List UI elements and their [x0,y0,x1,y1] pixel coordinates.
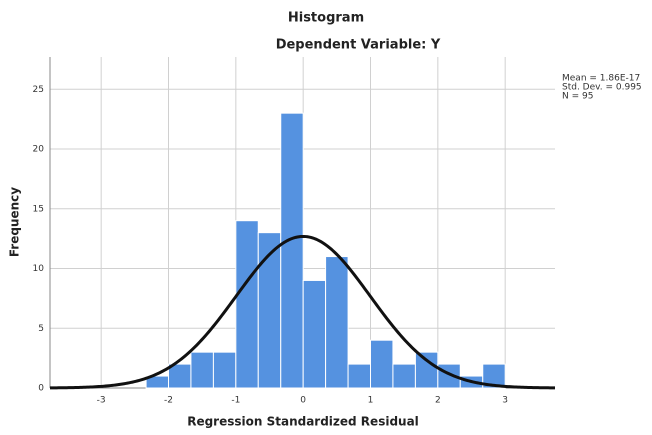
bar [190,351,214,389]
y-tick-label: 20 [33,145,45,155]
bar [280,112,304,389]
bar [168,363,192,389]
bar [482,363,506,389]
x-axis-title: Regression Standardized Residual [187,415,419,429]
normal-curve [49,234,556,390]
bar [392,363,416,389]
x-tick-label: -1 [231,396,240,406]
bar [370,339,394,389]
x-tick-label: 2 [435,396,441,406]
bar [347,363,372,389]
x-tick-label: 0 [300,396,306,406]
x-tick-label: 3 [502,396,508,406]
chart-title: Histogram [288,11,364,26]
x-tick-label: -2 [164,396,173,406]
x-tick-label: 1 [368,396,374,406]
y-tick-label: 25 [33,85,44,95]
bar [302,279,327,389]
y-tick-label: 15 [33,204,44,214]
stat-label: Mean = 1.86E-17 [562,74,640,84]
bar [414,351,439,389]
bar [325,256,349,389]
y-tick-label: 10 [33,264,45,274]
y-axis-title: Frequency [8,187,22,257]
stat-label: N = 95 [562,92,593,102]
chart-subtitle: Dependent Variable: Y [276,38,441,53]
stat-label: Std. Dev. = 0.995 [562,83,642,93]
bar [212,351,237,389]
y-tick-label: 5 [38,324,44,334]
x-tick-label: -3 [97,396,106,406]
y-tick-label: 0 [38,384,44,394]
bar [235,220,259,389]
